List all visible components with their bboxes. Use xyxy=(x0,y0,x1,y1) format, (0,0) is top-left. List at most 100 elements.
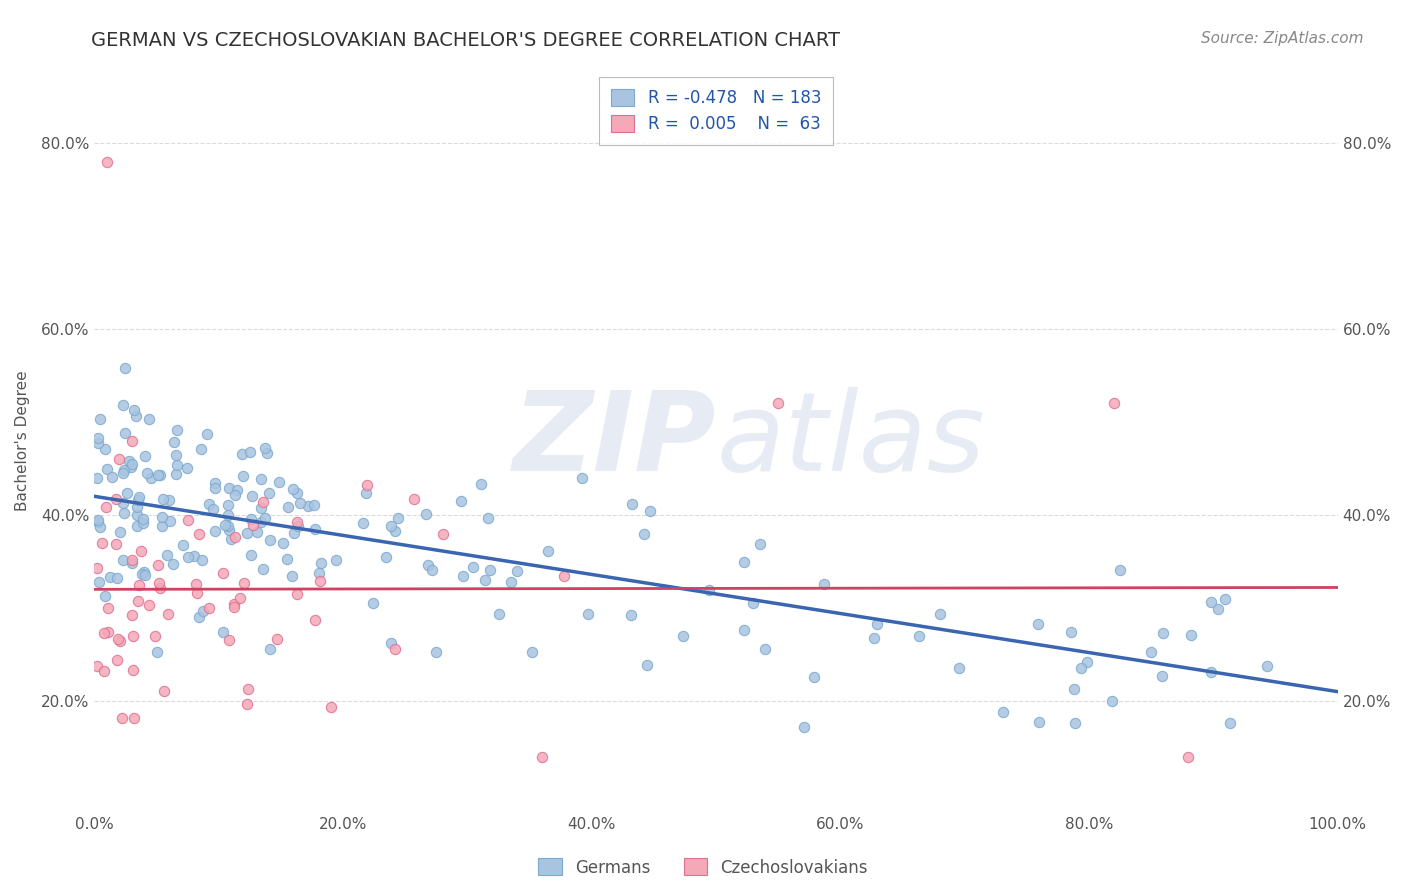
Point xyxy=(184,577,207,591)
Point xyxy=(374,550,396,565)
Point xyxy=(928,607,950,621)
Point xyxy=(149,581,172,595)
Point xyxy=(222,600,245,615)
Point xyxy=(474,573,496,587)
Point xyxy=(520,645,543,659)
Point xyxy=(150,518,173,533)
Point xyxy=(733,623,755,637)
Point xyxy=(253,511,276,525)
Point xyxy=(90,536,112,550)
Point xyxy=(138,598,160,612)
Point xyxy=(107,632,129,647)
Point xyxy=(121,458,143,472)
Point xyxy=(89,412,111,426)
Point xyxy=(281,482,304,496)
Point xyxy=(127,594,149,608)
Point xyxy=(86,471,108,485)
Point xyxy=(148,468,170,483)
Point xyxy=(129,544,152,558)
Point xyxy=(754,642,776,657)
Point xyxy=(1180,628,1202,642)
Point xyxy=(131,516,153,531)
Point xyxy=(218,633,240,648)
Point xyxy=(225,483,247,497)
Point xyxy=(165,448,187,462)
Point xyxy=(638,504,661,518)
Point xyxy=(269,475,291,490)
Point xyxy=(149,468,172,483)
Point xyxy=(229,591,252,605)
Point xyxy=(108,525,131,540)
Point xyxy=(131,566,153,581)
Point xyxy=(1177,749,1199,764)
Point xyxy=(1206,602,1229,616)
Point xyxy=(121,556,143,570)
Point xyxy=(224,488,246,502)
Point xyxy=(96,461,118,475)
Point xyxy=(380,636,402,650)
Point xyxy=(356,477,378,491)
Point xyxy=(159,514,181,528)
Point xyxy=(281,569,304,583)
Point xyxy=(1076,656,1098,670)
Point xyxy=(236,697,259,711)
Point xyxy=(125,409,148,423)
Point xyxy=(152,509,174,524)
Point xyxy=(177,549,200,564)
Point xyxy=(636,658,658,673)
Point xyxy=(302,498,325,512)
Point xyxy=(1060,625,1083,640)
Point xyxy=(803,670,825,684)
Point xyxy=(1199,665,1222,679)
Point xyxy=(259,642,281,657)
Point xyxy=(256,446,278,460)
Text: atlas: atlas xyxy=(716,387,984,494)
Point xyxy=(1213,592,1236,607)
Point xyxy=(304,613,326,627)
Point xyxy=(136,466,159,480)
Point xyxy=(98,570,121,584)
Point xyxy=(252,495,274,509)
Point xyxy=(384,524,406,539)
Point xyxy=(190,442,212,456)
Point xyxy=(285,485,308,500)
Point xyxy=(224,530,246,544)
Point xyxy=(488,607,510,622)
Point xyxy=(1219,715,1241,730)
Point xyxy=(122,663,145,677)
Point xyxy=(201,502,224,516)
Point xyxy=(766,396,789,410)
Text: GERMAN VS CZECHOSLOVAKIAN BACHELOR'S DEGREE CORRELATION CHART: GERMAN VS CZECHOSLOVAKIAN BACHELOR'S DEG… xyxy=(91,31,841,50)
Point xyxy=(94,590,117,604)
Point xyxy=(232,468,254,483)
Point xyxy=(128,578,150,592)
Point xyxy=(499,575,522,590)
Point xyxy=(166,424,188,438)
Point xyxy=(195,426,218,441)
Point xyxy=(304,523,326,537)
Point xyxy=(93,626,115,640)
Point xyxy=(101,470,124,484)
Point xyxy=(204,524,226,539)
Point xyxy=(1070,661,1092,675)
Point xyxy=(733,555,755,569)
Point xyxy=(308,566,330,581)
Point xyxy=(536,543,558,558)
Point xyxy=(87,516,110,530)
Point xyxy=(134,566,156,580)
Point xyxy=(198,601,221,615)
Point xyxy=(276,551,298,566)
Point xyxy=(118,454,141,468)
Point xyxy=(461,560,484,574)
Point xyxy=(212,566,235,580)
Point xyxy=(450,494,472,508)
Text: Source: ZipAtlas.com: Source: ZipAtlas.com xyxy=(1201,31,1364,46)
Point xyxy=(162,557,184,571)
Point xyxy=(138,412,160,426)
Point xyxy=(97,601,120,615)
Point xyxy=(121,607,143,622)
Point xyxy=(242,517,264,532)
Point xyxy=(1063,715,1085,730)
Point xyxy=(217,518,239,533)
Point xyxy=(89,519,111,533)
